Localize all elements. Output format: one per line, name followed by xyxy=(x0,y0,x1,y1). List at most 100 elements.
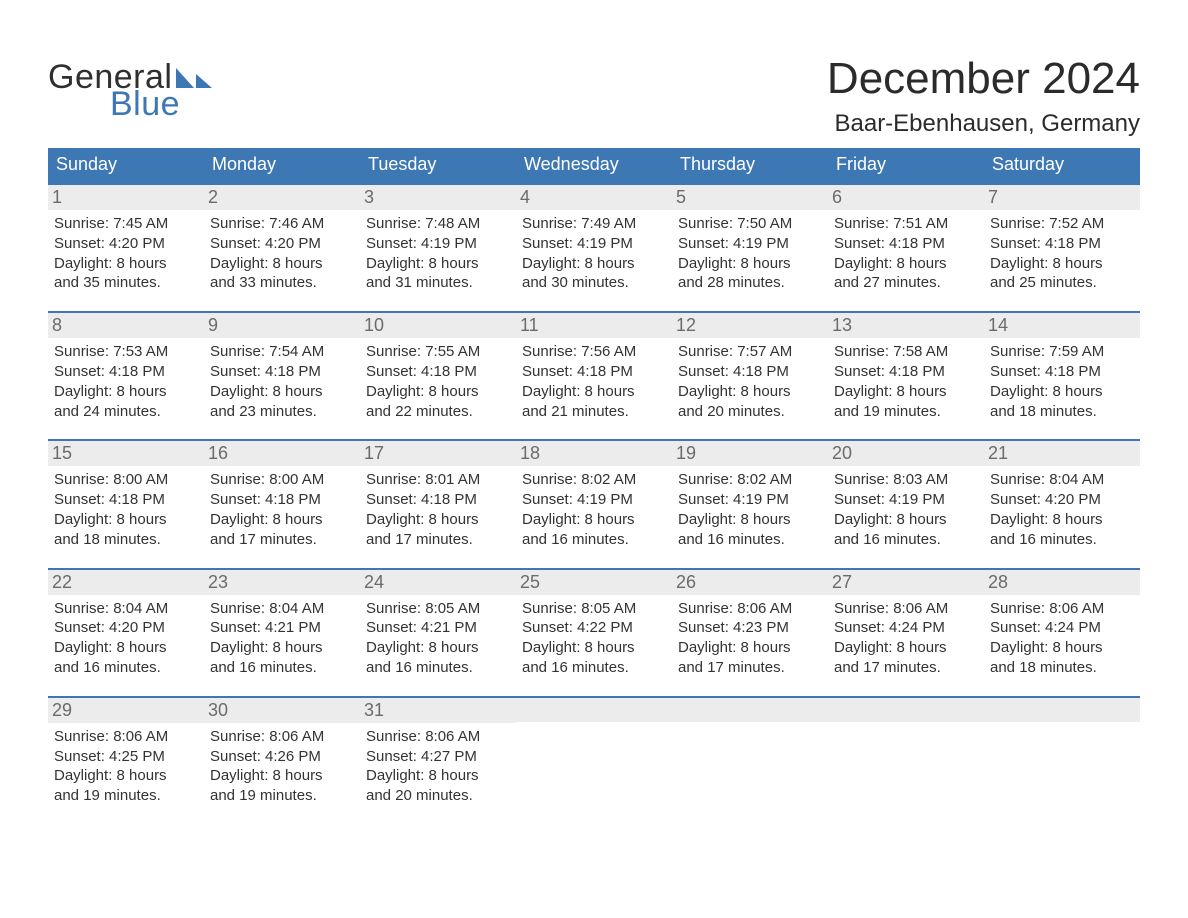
daylight-line1: Daylight: 8 hours xyxy=(210,638,354,658)
calendar-day-cell: 24Sunrise: 8:05 AMSunset: 4:21 PMDayligh… xyxy=(360,569,516,697)
sunrise-line: Sunrise: 8:00 AM xyxy=(54,470,198,490)
calendar-day-cell: 1 Sunrise: 7:45 AMSunset: 4:20 PMDaylight… xyxy=(48,184,204,312)
sunrise-line: Sunrise: 8:06 AM xyxy=(366,727,510,747)
daylight-line1: Daylight: 8 hours xyxy=(54,254,198,274)
calendar-day-cell: 12 Sunrise: 7:57 AMSunset: 4:18 PMDayligh… xyxy=(672,312,828,440)
daylight-line2: and 16 minutes. xyxy=(210,658,354,678)
day-number: 1 xyxy=(48,185,204,210)
sunset-line: Sunset: 4:26 PM xyxy=(210,747,354,767)
day-details: Sunrise: 7:51 AMSunset: 4:18 PMDaylight:… xyxy=(834,214,978,293)
daylight-line1: Daylight: 8 hours xyxy=(990,382,1134,402)
sunrise-line: Sunrise: 7:58 AM xyxy=(834,342,978,362)
calendar-day-cell: 25 Sunrise: 8:05 AMSunset: 4:22 PMDayligh… xyxy=(516,569,672,697)
calendar-day-cell: 18Sunrise: 8:02 AMSunset: 4:19 PMDayligh… xyxy=(516,440,672,568)
sunset-line: Sunset: 4:18 PM xyxy=(522,362,666,382)
day-number: 4 xyxy=(516,185,672,210)
weekday-row: Sunday Monday Tuesday Wednesday Thursday… xyxy=(48,148,1140,184)
calendar-day-cell: 2Sunrise: 7:46 AMSunset: 4:20 PMDaylight… xyxy=(204,184,360,312)
daylight-line2: and 24 minutes. xyxy=(54,402,198,422)
calendar-day-cell: 30Sunrise: 8:06 AMSunset: 4:26 PMDayligh… xyxy=(204,697,360,824)
sunrise-line: Sunrise: 8:02 AM xyxy=(678,470,822,490)
topbar: General Blue December 2024 Baar-Ebenhaus… xyxy=(48,36,1140,148)
sunrise-line: Sunrise: 7:45 AM xyxy=(54,214,198,234)
daylight-line2: and 18 minutes. xyxy=(54,530,198,550)
day-number: 24 xyxy=(360,570,516,595)
day-number-empty xyxy=(672,698,828,722)
daylight-line2: and 17 minutes. xyxy=(834,658,978,678)
daylight-line1: Daylight: 8 hours xyxy=(210,382,354,402)
daylight-line2: and 16 minutes. xyxy=(678,530,822,550)
day-details: Sunrise: 7:50 AMSunset: 4:19 PMDaylight:… xyxy=(678,214,822,293)
day-details: Sunrise: 7:59 AMSunset: 4:18 PMDaylight:… xyxy=(990,342,1134,421)
calendar-week-row: 22Sunrise: 8:04 AMSunset: 4:20 PMDayligh… xyxy=(48,569,1140,697)
sunrise-line: Sunrise: 8:06 AM xyxy=(54,727,198,747)
calendar-day-cell xyxy=(828,697,984,824)
sunrise-line: Sunrise: 7:55 AM xyxy=(366,342,510,362)
daylight-line1: Daylight: 8 hours xyxy=(210,510,354,530)
sunset-line: Sunset: 4:21 PM xyxy=(210,618,354,638)
day-details: Sunrise: 8:01 AMSunset: 4:18 PMDaylight:… xyxy=(366,470,510,549)
calendar-day-cell: 19Sunrise: 8:02 AMSunset: 4:19 PMDayligh… xyxy=(672,440,828,568)
calendar-day-cell: 27Sunrise: 8:06 AMSunset: 4:24 PMDayligh… xyxy=(828,569,984,697)
day-number: 25 xyxy=(516,570,672,595)
day-details: Sunrise: 7:49 AMSunset: 4:19 PMDaylight:… xyxy=(522,214,666,293)
weekday-header: Monday xyxy=(204,148,360,184)
sunset-line: Sunset: 4:18 PM xyxy=(210,490,354,510)
calendar-day-cell xyxy=(516,697,672,824)
daylight-line1: Daylight: 8 hours xyxy=(678,638,822,658)
calendar-day-cell: 4 Sunrise: 7:49 AMSunset: 4:19 PMDaylight… xyxy=(516,184,672,312)
weekday-header: Saturday xyxy=(984,148,1140,184)
sunrise-line: Sunrise: 8:04 AM xyxy=(54,599,198,619)
sunset-line: Sunset: 4:19 PM xyxy=(678,490,822,510)
daylight-line1: Daylight: 8 hours xyxy=(990,254,1134,274)
day-details: Sunrise: 8:05 AMSunset: 4:22 PMDaylight:… xyxy=(522,599,666,678)
daylight-line1: Daylight: 8 hours xyxy=(990,638,1134,658)
day-details: Sunrise: 8:00 AMSunset: 4:18 PMDaylight:… xyxy=(54,470,198,549)
sunset-line: Sunset: 4:18 PM xyxy=(366,362,510,382)
daylight-line1: Daylight: 8 hours xyxy=(366,638,510,658)
sunset-line: Sunset: 4:27 PM xyxy=(366,747,510,767)
sunset-line: Sunset: 4:19 PM xyxy=(834,490,978,510)
day-number: 29 xyxy=(48,698,204,723)
calendar-day-cell: 3Sunrise: 7:48 AMSunset: 4:19 PMDaylight… xyxy=(360,184,516,312)
calendar-day-cell: 17 Sunrise: 8:01 AMSunset: 4:18 PMDayligh… xyxy=(360,440,516,568)
sunset-line: Sunset: 4:18 PM xyxy=(678,362,822,382)
weekday-header: Tuesday xyxy=(360,148,516,184)
sunrise-line: Sunrise: 7:49 AM xyxy=(522,214,666,234)
sunset-line: Sunset: 4:18 PM xyxy=(366,490,510,510)
calendar-day-cell: 31Sunrise: 8:06 AMSunset: 4:27 PMDayligh… xyxy=(360,697,516,824)
day-number: 12 xyxy=(672,313,828,338)
day-number-empty xyxy=(828,698,984,722)
day-number: 2 xyxy=(204,185,360,210)
daylight-line1: Daylight: 8 hours xyxy=(522,382,666,402)
day-number-empty xyxy=(516,698,672,722)
day-details: Sunrise: 7:53 AMSunset: 4:18 PMDaylight:… xyxy=(54,342,198,421)
daylight-line1: Daylight: 8 hours xyxy=(834,254,978,274)
day-details: Sunrise: 7:56 AMSunset: 4:18 PMDaylight:… xyxy=(522,342,666,421)
day-number: 17 xyxy=(360,441,516,466)
daylight-line1: Daylight: 8 hours xyxy=(366,382,510,402)
day-number: 23 xyxy=(204,570,360,595)
day-number: 9 xyxy=(204,313,360,338)
weekday-header: Thursday xyxy=(672,148,828,184)
daylight-line2: and 30 minutes. xyxy=(522,273,666,293)
calendar-day-cell: 21Sunrise: 8:04 AMSunset: 4:20 PMDayligh… xyxy=(984,440,1140,568)
calendar-day-cell: 29Sunrise: 8:06 AMSunset: 4:25 PMDayligh… xyxy=(48,697,204,824)
day-number: 6 xyxy=(828,185,984,210)
day-number: 13 xyxy=(828,313,984,338)
sunset-line: Sunset: 4:20 PM xyxy=(54,234,198,254)
weekday-header: Friday xyxy=(828,148,984,184)
calendar-week-row: 1Sunrise: 7:45 AMSunset: 4:20 PMDaylight… xyxy=(48,184,1140,312)
day-details: Sunrise: 8:02 AMSunset: 4:19 PMDaylight:… xyxy=(522,470,666,549)
day-details: Sunrise: 8:04 AMSunset: 4:20 PMDaylight:… xyxy=(990,470,1134,549)
sunset-line: Sunset: 4:18 PM xyxy=(834,362,978,382)
daylight-line2: and 16 minutes. xyxy=(366,658,510,678)
daylight-line1: Daylight: 8 hours xyxy=(54,510,198,530)
day-number: 26 xyxy=(672,570,828,595)
day-number: 8 xyxy=(48,313,204,338)
day-number: 16 xyxy=(204,441,360,466)
day-number: 20 xyxy=(828,441,984,466)
sunrise-line: Sunrise: 8:06 AM xyxy=(990,599,1134,619)
calendar-week-row: 15Sunrise: 8:00 AMSunset: 4:18 PMDayligh… xyxy=(48,440,1140,568)
day-details: Sunrise: 7:57 AMSunset: 4:18 PMDaylight:… xyxy=(678,342,822,421)
